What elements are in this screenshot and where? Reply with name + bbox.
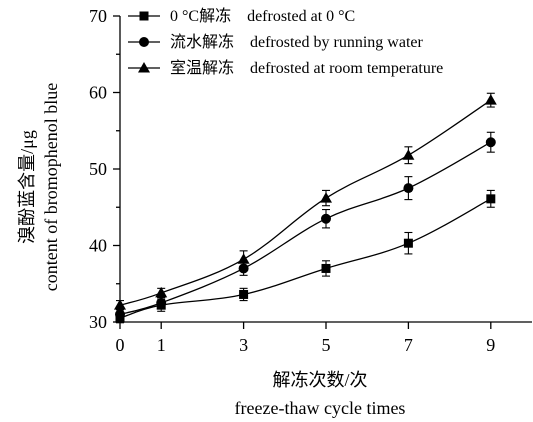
series-circle — [115, 131, 496, 320]
data-point — [238, 263, 249, 274]
data-point — [321, 213, 331, 224]
data-point — [321, 263, 331, 273]
axes: 0 1 3 5 7 9 30 40 50 60 70 — [89, 6, 532, 355]
data-point — [155, 286, 168, 298]
y-tick-label: 50 — [89, 159, 107, 179]
series-line — [119, 99, 492, 306]
data-point — [403, 238, 413, 248]
y-tick-label: 70 — [89, 6, 107, 26]
x-tick-label: 3 — [239, 335, 248, 355]
legend-label: 室温解冻 defrosted at room temperature — [170, 59, 443, 77]
data-point — [320, 192, 332, 203]
legend: 0 °C解冻 defrosted at 0 °C 流水解冻 defrosted b… — [128, 7, 443, 77]
data-point — [239, 289, 249, 299]
x-tick-label: 7 — [404, 335, 413, 355]
data-point — [403, 183, 414, 194]
x-axis-label-en: freeze-thaw cycle times — [235, 398, 406, 418]
y-tick-label: 30 — [89, 312, 107, 332]
series-line — [119, 198, 492, 319]
data-point — [484, 94, 497, 105]
x-tick-label: 1 — [157, 335, 166, 355]
y-axis-label-en: content of bromophenol blue — [41, 83, 61, 291]
series-triangle — [114, 92, 497, 311]
legend-label: 0 °C解冻 defrosted at 0 °C — [170, 7, 355, 25]
data-point — [485, 137, 496, 148]
legend-label: 流水解冻 defrosted by running water — [170, 33, 424, 51]
y-tick-label: 60 — [89, 83, 107, 103]
x-tick-label: 5 — [322, 335, 331, 355]
series-square — [115, 189, 496, 324]
legend-item: 室温解冻 defrosted at room temperature — [128, 59, 443, 77]
data-point — [402, 149, 415, 160]
legend-marker — [139, 37, 149, 47]
y-tick-label: 40 — [89, 236, 107, 256]
data-point — [486, 194, 496, 204]
data-point — [156, 297, 167, 308]
x-axis-label-cn: 解冻次数/次 — [272, 370, 367, 390]
data-point — [114, 299, 126, 310]
legend-item: 流水解冻 defrosted by running water — [128, 33, 424, 51]
legend-marker — [139, 11, 149, 21]
data-point — [237, 253, 250, 264]
y-axis-label-cn: 溴酚蓝含量/μg — [17, 130, 37, 244]
x-tick-label: 0 — [116, 335, 125, 355]
legend-marker — [138, 62, 150, 73]
data-point — [115, 309, 125, 320]
x-tick-label: 9 — [486, 335, 495, 355]
series-layer — [114, 92, 497, 324]
legend-item: 0 °C解冻 defrosted at 0 °C — [128, 7, 355, 25]
